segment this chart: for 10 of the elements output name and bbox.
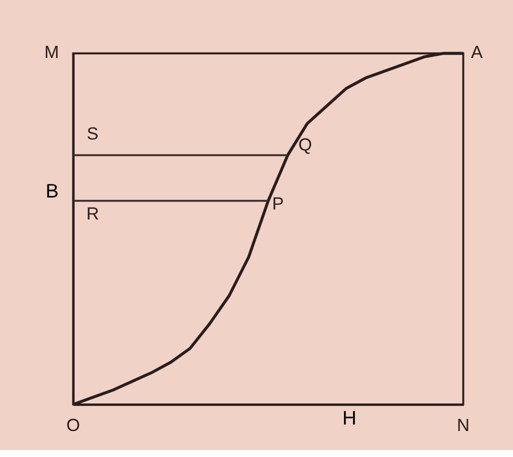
annotation: Q (298, 134, 312, 154)
x-axis-title: H (342, 407, 356, 430)
annotation: S (86, 123, 99, 144)
text: N (456, 414, 470, 435)
text: A (471, 42, 484, 62)
annotation: P (272, 194, 284, 214)
y-axis-title: B (46, 180, 59, 202)
annotation: R (86, 203, 99, 224)
text: O (66, 414, 80, 435)
text: M (44, 42, 60, 62)
